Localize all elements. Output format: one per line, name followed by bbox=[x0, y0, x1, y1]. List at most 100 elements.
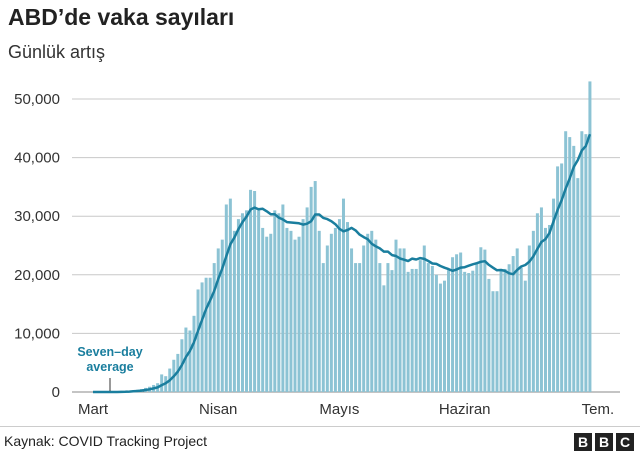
bar bbox=[309, 186, 313, 392]
bar bbox=[531, 230, 535, 392]
bar bbox=[261, 227, 265, 392]
bar bbox=[341, 198, 345, 392]
bar bbox=[285, 227, 289, 392]
bar bbox=[572, 145, 576, 392]
bar bbox=[228, 198, 232, 392]
bar bbox=[447, 270, 451, 392]
bar bbox=[366, 233, 370, 392]
bar bbox=[289, 230, 293, 392]
bar bbox=[358, 263, 362, 392]
bar bbox=[305, 207, 309, 392]
bar bbox=[204, 277, 208, 392]
bar bbox=[491, 291, 495, 392]
bar bbox=[200, 282, 204, 392]
bar bbox=[576, 178, 580, 392]
bar bbox=[442, 280, 446, 392]
bar bbox=[394, 239, 398, 392]
bar bbox=[515, 248, 519, 392]
bar bbox=[362, 245, 366, 392]
bar bbox=[451, 257, 455, 392]
source-text: Kaynak: COVID Tracking Project bbox=[4, 433, 208, 449]
bar bbox=[459, 252, 463, 392]
bbc-logo-b1: B bbox=[574, 433, 592, 451]
bar bbox=[463, 271, 467, 392]
chart-subtitle: Günlük artış bbox=[8, 42, 106, 62]
bar bbox=[249, 189, 253, 392]
bar bbox=[398, 248, 402, 392]
y-tick-label: 30,000 bbox=[14, 208, 60, 225]
bar bbox=[438, 283, 442, 392]
bar bbox=[216, 248, 220, 392]
bar bbox=[293, 239, 297, 392]
bar bbox=[350, 248, 354, 392]
bar bbox=[208, 277, 212, 392]
bar bbox=[390, 270, 394, 392]
bar bbox=[548, 224, 552, 392]
bar bbox=[527, 245, 531, 392]
y-tick-label: 10,000 bbox=[14, 325, 60, 342]
bar bbox=[297, 236, 301, 392]
bar bbox=[455, 254, 459, 392]
bar bbox=[499, 268, 503, 392]
bbc-logo: B B C bbox=[574, 433, 634, 451]
bbc-logo-c: C bbox=[616, 433, 634, 451]
bar bbox=[471, 270, 475, 392]
bar bbox=[584, 134, 588, 392]
bar bbox=[483, 249, 487, 392]
bar bbox=[414, 268, 418, 392]
chart: 0 10,000 20,000 30,000 40,000 50,000 Mart Nisan… bbox=[14, 81, 620, 418]
bar bbox=[354, 263, 358, 392]
bar bbox=[236, 219, 240, 392]
bar bbox=[568, 137, 572, 392]
bar bbox=[511, 256, 515, 392]
bar bbox=[560, 163, 564, 392]
bar bbox=[479, 247, 483, 392]
bar bbox=[552, 198, 556, 392]
bar bbox=[588, 81, 592, 393]
seven-day-average-line bbox=[93, 133, 592, 394]
bar bbox=[543, 227, 547, 392]
bar bbox=[196, 289, 200, 392]
bar bbox=[240, 213, 244, 392]
bar bbox=[232, 230, 236, 392]
bar bbox=[410, 268, 414, 392]
bar bbox=[313, 181, 317, 392]
annotation-label: Seven–day bbox=[77, 345, 142, 359]
x-tick-label: Tem. bbox=[582, 401, 615, 418]
chart-title: ABD’de vaka sayıları bbox=[8, 4, 235, 30]
bar bbox=[556, 166, 560, 392]
footer-divider bbox=[0, 426, 640, 427]
bar bbox=[224, 204, 228, 392]
bar bbox=[386, 263, 390, 392]
y-tick-label: 50,000 bbox=[14, 91, 60, 108]
y-tick-label: 20,000 bbox=[14, 267, 60, 284]
bar bbox=[430, 266, 434, 392]
y-tick-label: 0 bbox=[52, 384, 60, 401]
bar bbox=[519, 267, 523, 392]
annotation-label: average bbox=[86, 360, 133, 374]
bar bbox=[495, 291, 499, 392]
bar bbox=[269, 233, 273, 392]
bar bbox=[467, 273, 471, 392]
bar bbox=[406, 271, 410, 392]
bar bbox=[160, 374, 164, 392]
bar bbox=[503, 268, 507, 392]
bar bbox=[475, 263, 479, 392]
bar bbox=[301, 219, 305, 392]
bar bbox=[346, 222, 350, 392]
bar bbox=[325, 245, 329, 392]
bar bbox=[535, 213, 539, 392]
bar bbox=[487, 278, 491, 392]
bar bbox=[564, 131, 568, 393]
bar bbox=[333, 227, 337, 392]
bar bbox=[426, 263, 430, 392]
bbc-logo-b2: B bbox=[595, 433, 613, 451]
bar bbox=[422, 245, 426, 392]
bar bbox=[257, 210, 261, 392]
x-tick-label: Mart bbox=[78, 401, 109, 418]
bar bbox=[580, 131, 584, 393]
x-tick-label: Haziran bbox=[439, 401, 491, 418]
bar bbox=[321, 263, 325, 392]
bar bbox=[277, 213, 281, 392]
bar bbox=[374, 239, 378, 392]
